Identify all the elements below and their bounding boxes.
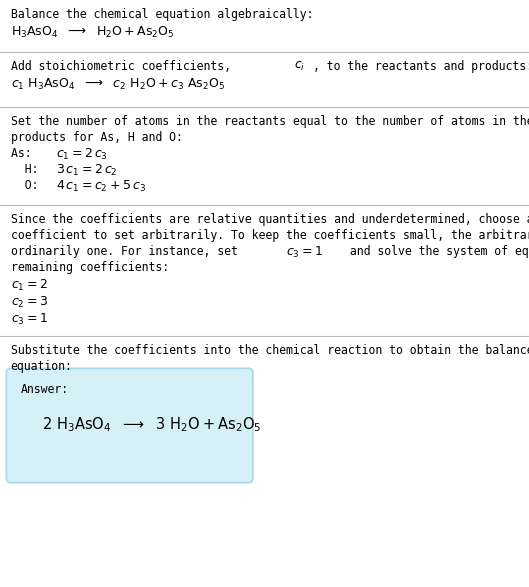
Text: ordinarily one. For instance, set: ordinarily one. For instance, set <box>11 245 244 258</box>
Text: As:: As: <box>11 147 45 160</box>
Text: $2\ \mathregular{H_3AsO_4}$  $\longrightarrow$  $3\ \mathregular{H_2O} + \mathre: $2\ \mathregular{H_3AsO_4}$ $\longrighta… <box>42 415 262 434</box>
Text: $3\,c_1 = 2\,c_2$: $3\,c_1 = 2\,c_2$ <box>56 163 117 178</box>
Text: equation:: equation: <box>11 360 72 373</box>
Text: Since the coefficients are relative quantities and underdetermined, choose a: Since the coefficients are relative quan… <box>11 213 529 226</box>
Text: $c_3 = 1$: $c_3 = 1$ <box>286 245 323 260</box>
Text: remaining coefficients:: remaining coefficients: <box>11 261 169 274</box>
FancyBboxPatch shape <box>6 368 253 483</box>
Text: $c_1 = 2\,c_3$: $c_1 = 2\,c_3$ <box>56 147 107 162</box>
Text: Balance the chemical equation algebraically:: Balance the chemical equation algebraica… <box>11 8 313 21</box>
Text: $\mathregular{H_3AsO_4}$  $\longrightarrow$  $\mathregular{H_2O + As_2O_5}$: $\mathregular{H_3AsO_4}$ $\longrightarro… <box>11 25 174 40</box>
Text: $c_2 = 3$: $c_2 = 3$ <box>11 295 48 310</box>
Text: Answer:: Answer: <box>21 383 69 396</box>
Text: $c_1 = 2$: $c_1 = 2$ <box>11 278 47 293</box>
Text: , to the reactants and products:: , to the reactants and products: <box>313 60 529 73</box>
Text: Substitute the coefficients into the chemical reaction to obtain the balanced: Substitute the coefficients into the che… <box>11 344 529 357</box>
Text: $c_i$: $c_i$ <box>294 60 305 73</box>
Text: Set the number of atoms in the reactants equal to the number of atoms in the: Set the number of atoms in the reactants… <box>11 115 529 128</box>
Text: products for As, H and O:: products for As, H and O: <box>11 131 183 144</box>
Text: Add stoichiometric coefficients,: Add stoichiometric coefficients, <box>11 60 238 73</box>
Text: coefficient to set arbitrarily. To keep the coefficients small, the arbitrary va: coefficient to set arbitrarily. To keep … <box>11 229 529 242</box>
Text: H:: H: <box>11 163 52 176</box>
Text: O:: O: <box>11 179 52 192</box>
Text: $c_3 = 1$: $c_3 = 1$ <box>11 312 48 327</box>
Text: $4\,c_1 = c_2 + 5\,c_3$: $4\,c_1 = c_2 + 5\,c_3$ <box>56 179 145 194</box>
Text: $c_1\ \mathregular{H_3AsO_4}$  $\longrightarrow$  $c_2\ \mathregular{H_2O} + c_3: $c_1\ \mathregular{H_3AsO_4}$ $\longrigh… <box>11 77 225 92</box>
Text: and solve the system of equations for the: and solve the system of equations for th… <box>343 245 529 258</box>
